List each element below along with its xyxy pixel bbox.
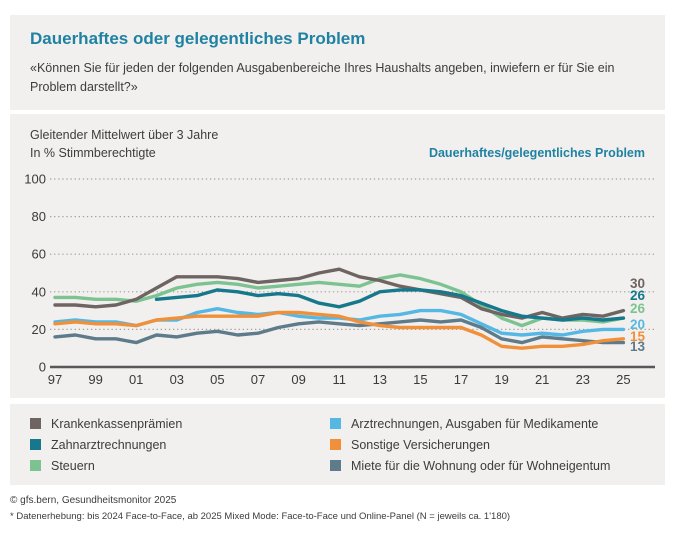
x-tick-label: 25 [616,372,630,387]
series-end-value: 20 [630,317,645,332]
methodology-note: * Datenerhebung: bis 2024 Face-to-Face, … [10,511,511,522]
legend-column-left: Krankenkassenprämien Zahnarztrechnungen … [30,413,330,476]
y-tick-label: 60 [32,247,46,262]
x-tick-label: 13 [373,372,387,387]
x-tick-label: 07 [251,372,265,387]
x-tick-label: 21 [535,372,549,387]
series-end-value: 26 [630,288,646,303]
legend-swatch-steuern-icon [30,460,41,471]
legend-label: Krankenkassenprämien [51,416,183,431]
x-tick-label: 97 [48,372,62,387]
x-tick-label: 11 [332,372,346,387]
legend-label: Steuern [51,458,95,473]
series-line-1 [53,267,626,320]
x-tick-label: 19 [494,372,508,387]
y-tick-label: 40 [32,284,46,299]
legend-label: Arztrechnungen, Ausgaben für Medikamente [351,416,599,431]
legend-swatch-arztrechnungen-icon [330,418,341,429]
series-line-2 [154,288,626,322]
series-line-6 [53,318,626,345]
legend-label: Miete für die Wohnung oder für Wohneigen… [351,458,611,473]
legend-label: Zahnarztrechnungen [51,437,167,452]
chart-header: Gleitender Mittelwert über 3 Jahre In % … [10,126,665,162]
series-end-value: 30 [630,276,645,291]
footer: © gfs.bern, Gesundheitsmonitor 2025 * Da… [10,492,665,525]
legend-item-zahnarztrechnungen: Zahnarztrechnungen [30,434,330,455]
y-tick-label: 80 [32,209,46,224]
x-tick-label: 05 [210,372,224,387]
legend: Krankenkassenprämien Zahnarztrechnungen … [10,404,665,485]
x-tick-label: 99 [88,372,102,387]
chart-note: Gleitender Mittelwert über 3 Jahre In % … [30,126,218,162]
copyright-line: © gfs.bern, Gesundheitsmonitor 2025 [10,495,177,506]
x-tick-label: 03 [170,372,184,387]
header-block: Dauerhaftes oder gelegentliches Problem … [10,15,665,110]
legend-swatch-krankenkassenpraemien-icon [30,418,41,429]
page-title: Dauerhaftes oder gelegentliches Problem [30,29,366,48]
series-group-label: Dauerhaftes/gelegentliches Problem [428,145,645,160]
y-tick-label: 0 [39,360,46,375]
legend-swatch-zahnarztrechnungen-icon [30,439,41,450]
series-end-value: 13 [630,339,646,354]
legend-item-steuern: Steuern [30,455,330,476]
series-end-value: 26 [630,301,646,316]
legend-item-arztrechnungen: Arztrechnungen, Ausgaben für Medikamente [330,413,610,434]
x-tick-label: 23 [576,372,590,387]
survey-question: «Können Sie für jeden der folgenden Ausg… [30,61,615,95]
series-line-5 [53,310,626,350]
y-tick-label: 20 [32,322,46,337]
legend-swatch-sonstige-versicherungen-icon [330,439,341,450]
chart-note-line2: In % Stimmberechtigte [30,145,156,160]
legend-item-sonstige-versicherungen: Sonstige Versicherungen [330,434,610,455]
x-tick-label: 17 [454,372,468,387]
series-line-3 [53,273,626,328]
x-tick-label: 09 [291,372,305,387]
y-tick-label: 100 [24,172,46,187]
x-tick-label: 01 [129,372,143,387]
series-end-value: 15 [630,329,646,344]
legend-label: Sonstige Versicherungen [351,437,490,452]
x-tick-label: 15 [413,372,427,387]
legend-column-right: Arztrechnungen, Ausgaben für Medikamente… [330,413,610,476]
legend-item-krankenkassenpraemien: Krankenkassenprämien [30,413,330,434]
legend-item-miete: Miete für die Wohnung oder für Wohneigen… [330,455,610,476]
chart-note-line1: Gleitender Mittelwert über 3 Jahre [30,127,219,142]
chart-block: Gleitender Mittelwert über 3 Jahre In % … [10,113,665,398]
legend-swatch-miete-icon [330,460,341,471]
